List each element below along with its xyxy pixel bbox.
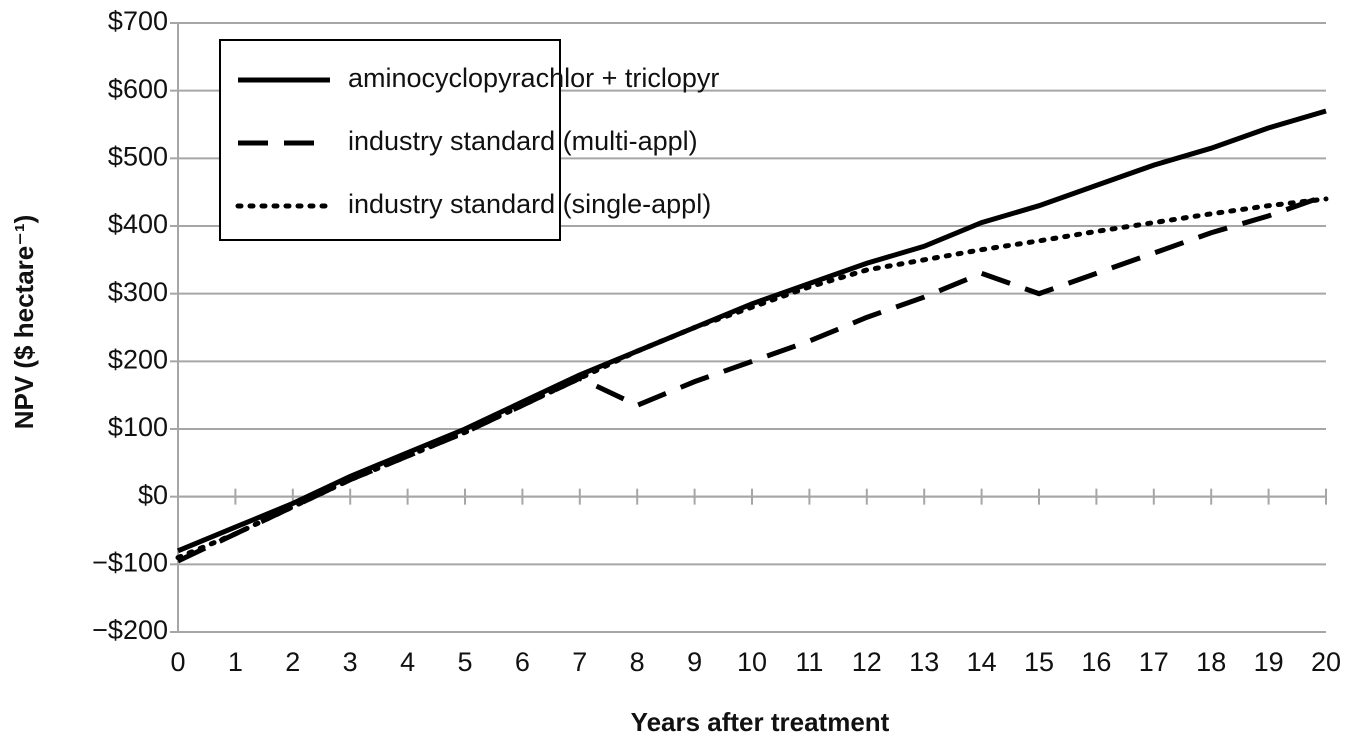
x-tick-label: 16 [1081, 647, 1111, 677]
x-tick-label: 17 [1139, 647, 1169, 677]
x-tick-label: 8 [630, 647, 645, 677]
x-tick-label: 10 [737, 647, 767, 677]
x-tick-label: 11 [795, 647, 823, 677]
y-tick-label: $200 [108, 344, 168, 374]
x-tick-label: 2 [285, 647, 300, 677]
y-tick-label: $700 [108, 6, 168, 36]
legend-label: industry standard (multi-appl) [348, 126, 698, 156]
x-tick-label: 19 [1254, 647, 1284, 677]
x-tick-label: 9 [687, 647, 702, 677]
x-tick-label: 0 [170, 647, 185, 677]
y-tick-label: $100 [108, 412, 168, 442]
x-tick-label: 13 [909, 647, 939, 677]
x-tick-label: 4 [400, 647, 415, 677]
x-tick-label: 7 [572, 647, 587, 677]
y-tick-label: −$100 [92, 547, 168, 577]
y-tick-label: $600 [108, 74, 168, 104]
x-tick-label: 1 [228, 647, 243, 677]
series-line [175, 196, 1329, 561]
y-tick-label: $0 [138, 480, 168, 510]
x-tick-label: 6 [515, 647, 530, 677]
legend-label: industry standard (single-appl) [348, 189, 711, 219]
x-tick-label: 5 [457, 647, 472, 677]
x-tick-label: 20 [1311, 647, 1341, 677]
x-axis-title: Years after treatment [631, 707, 890, 737]
x-tick-label: 18 [1196, 647, 1226, 677]
y-tick-label: $300 [108, 277, 168, 307]
x-tick-label: 12 [852, 647, 882, 677]
y-axis-title: NPV ($ hectare⁻¹) [9, 215, 39, 430]
y-tick-label: −$200 [92, 615, 168, 645]
x-tick-label: 14 [967, 647, 997, 677]
x-tick-label: 3 [343, 647, 358, 677]
series-line [177, 108, 1327, 554]
series-line [176, 193, 1327, 564]
y-tick-label: $500 [108, 141, 168, 171]
legend-label: aminocyclopyrachlor + triclopyr [348, 63, 719, 93]
y-tick-label: $400 [108, 209, 168, 239]
x-tick-label: 15 [1024, 647, 1054, 677]
